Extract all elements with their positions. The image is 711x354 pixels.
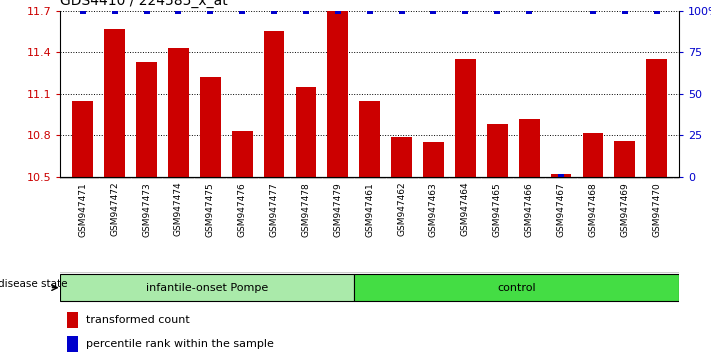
Text: GSM947461: GSM947461 [365, 182, 374, 236]
Bar [582, 133, 603, 177]
Bar [614, 141, 635, 177]
Bar [550, 174, 572, 177]
Text: percentile rank within the sample: percentile rank within the sample [87, 339, 274, 349]
Point [300, 8, 311, 13]
Bar [73, 101, 93, 177]
Text: GSM947473: GSM947473 [142, 182, 151, 236]
Text: GSM947470: GSM947470 [652, 182, 661, 236]
Text: GSM947467: GSM947467 [557, 182, 565, 236]
Bar [67, 313, 77, 328]
Text: GSM947462: GSM947462 [397, 182, 406, 236]
Text: GSM947468: GSM947468 [589, 182, 597, 236]
Bar [264, 32, 284, 177]
Text: GSM947474: GSM947474 [174, 182, 183, 236]
Text: GSM947464: GSM947464 [461, 182, 470, 236]
Text: GSM947466: GSM947466 [525, 182, 534, 236]
Bar [487, 124, 508, 177]
Text: GSM947475: GSM947475 [205, 182, 215, 236]
Bar [296, 87, 316, 177]
Bar [60, 274, 354, 301]
Point [523, 8, 535, 13]
Bar [455, 59, 476, 177]
Bar [354, 274, 679, 301]
Point [651, 8, 663, 13]
Bar [519, 119, 540, 177]
Text: GSM947465: GSM947465 [493, 182, 502, 236]
Point [109, 8, 120, 13]
Text: GSM947479: GSM947479 [333, 182, 342, 236]
Bar [646, 59, 667, 177]
Text: GSM947477: GSM947477 [269, 182, 279, 236]
Bar [232, 131, 252, 177]
Point [205, 8, 216, 13]
Text: control: control [497, 282, 535, 293]
Point [491, 8, 503, 13]
Point [173, 8, 184, 13]
Point [619, 8, 631, 13]
Text: GSM947463: GSM947463 [429, 182, 438, 236]
Text: transformed count: transformed count [87, 315, 190, 325]
Point [141, 8, 152, 13]
Bar [359, 101, 380, 177]
Bar [67, 336, 77, 352]
Text: infantile-onset Pompe: infantile-onset Pompe [146, 282, 268, 293]
Point [77, 8, 88, 13]
Bar [200, 77, 220, 177]
Text: GSM947469: GSM947469 [620, 182, 629, 236]
Bar [328, 11, 348, 177]
Point [428, 8, 439, 13]
Bar [137, 62, 157, 177]
Bar [423, 142, 444, 177]
Text: GSM947476: GSM947476 [237, 182, 247, 236]
Bar [391, 137, 412, 177]
Bar [105, 29, 125, 177]
Text: GSM947472: GSM947472 [110, 182, 119, 236]
Text: disease state: disease state [0, 279, 68, 289]
Bar [168, 48, 189, 177]
Point [268, 8, 279, 13]
Point [396, 8, 407, 13]
Text: GSM947478: GSM947478 [301, 182, 311, 236]
Point [555, 174, 567, 180]
Point [460, 8, 471, 13]
Text: GDS4410 / 224585_x_at: GDS4410 / 224585_x_at [60, 0, 228, 8]
Point [587, 8, 599, 13]
Point [237, 8, 248, 13]
Point [332, 8, 343, 13]
Point [364, 8, 375, 13]
Text: GSM947471: GSM947471 [78, 182, 87, 236]
